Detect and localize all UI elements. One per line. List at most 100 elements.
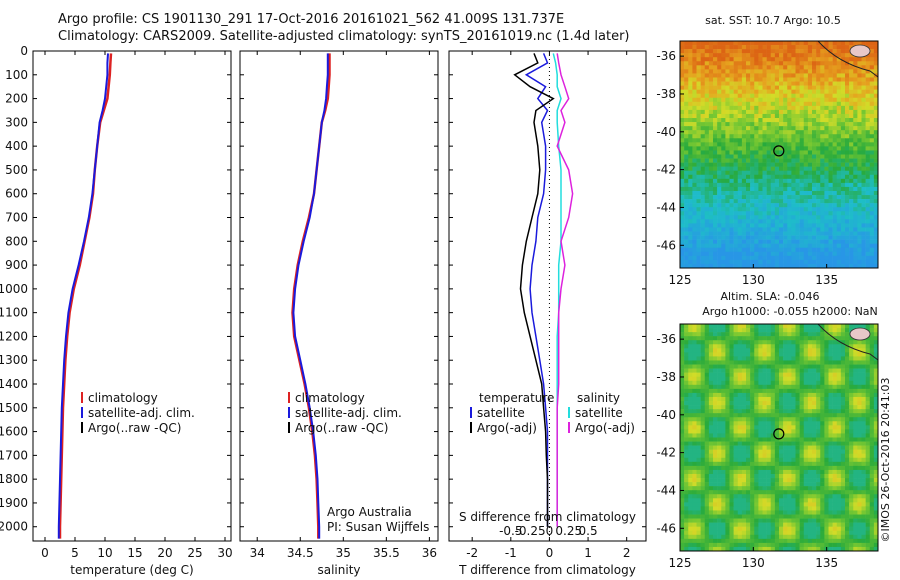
- map-cell: [692, 93, 697, 99]
- map-cell: [840, 332, 846, 337]
- map-cell: [721, 255, 726, 261]
- map-cell: [816, 384, 821, 390]
- map-cell: [717, 178, 722, 184]
- map-cell: [779, 461, 784, 467]
- map-cell: [688, 113, 693, 119]
- map-cell: [812, 97, 817, 103]
- map-cell: [721, 247, 726, 253]
- map-cell: [873, 376, 878, 382]
- x-tick-label: 36: [422, 546, 437, 560]
- map-cell: [741, 174, 747, 180]
- map-cell: [803, 437, 809, 442]
- map-cell: [799, 199, 805, 204]
- map-cell: [807, 247, 813, 253]
- map-cell: [774, 142, 780, 147]
- map-cell: [857, 190, 862, 196]
- map-cell: [783, 122, 788, 127]
- map-cell: [845, 336, 850, 341]
- map-cell: [857, 380, 862, 386]
- map-cell: [869, 478, 875, 483]
- map-cell: [750, 219, 755, 224]
- map-cell: [869, 429, 875, 434]
- map-cell: [766, 69, 772, 74]
- map-cell: [713, 372, 718, 377]
- map-cell: [708, 457, 714, 463]
- map-cell: [783, 490, 788, 495]
- lon-tick-label: 130: [742, 273, 765, 287]
- map-cell: [865, 130, 871, 135]
- map-cell: [791, 134, 796, 139]
- map-cell: [746, 142, 751, 147]
- map-cell: [758, 69, 763, 74]
- map-cell: [803, 118, 809, 123]
- map-cell: [832, 360, 838, 365]
- map-cell: [853, 142, 858, 147]
- map-cell: [684, 182, 689, 188]
- map-cell: [692, 259, 697, 265]
- map-cell: [845, 219, 850, 224]
- map-cell: [832, 392, 838, 398]
- map-cell: [824, 227, 829, 232]
- map-cell: [783, 384, 788, 390]
- map-cell: [717, 174, 722, 180]
- map-cell: [853, 105, 858, 111]
- map-cell: [737, 364, 743, 369]
- map-cell: [680, 130, 685, 135]
- map-cell: [721, 490, 726, 495]
- map-cell: [692, 178, 697, 184]
- map-cell: [696, 235, 701, 240]
- depth-tick-label: 900: [5, 258, 28, 272]
- map-cell: [692, 490, 697, 495]
- map-cell: [861, 85, 866, 90]
- map-cell: [737, 235, 743, 240]
- map-cell: [750, 247, 755, 253]
- map-cell: [779, 473, 784, 479]
- map-cell: [803, 255, 809, 261]
- map-cell: [857, 41, 862, 46]
- map-cell: [762, 449, 767, 455]
- map-cell: [783, 368, 788, 373]
- map-cell: [849, 413, 854, 418]
- map-cell: [721, 109, 726, 115]
- map-cell: [713, 57, 718, 62]
- map-cell: [840, 182, 846, 188]
- map-cell: [737, 445, 743, 450]
- map-cell: [750, 478, 755, 483]
- map-cell: [684, 324, 689, 329]
- map-cell: [766, 203, 772, 208]
- map-cell: [861, 482, 866, 487]
- map-cell: [849, 396, 854, 402]
- map-cell: [750, 328, 755, 333]
- map-cell: [783, 69, 788, 74]
- map-cell: [684, 190, 689, 196]
- map-cell: [725, 170, 730, 176]
- map-cell: [737, 388, 743, 394]
- map-cell: [824, 247, 829, 253]
- map-cell: [865, 482, 871, 487]
- map-cell: [783, 417, 788, 422]
- map-cell: [795, 372, 800, 377]
- map-cell: [721, 162, 726, 167]
- map-cell: [725, 332, 730, 337]
- map-cell: [795, 259, 800, 265]
- map-cell: [770, 396, 776, 402]
- map-cell: [758, 368, 763, 373]
- map-cell: [861, 263, 866, 268]
- map-cell: [700, 93, 706, 99]
- map-cell: [840, 376, 846, 382]
- map-cell: [812, 138, 817, 143]
- map-cell: [849, 368, 854, 373]
- map-cell: [832, 126, 838, 131]
- map-cell: [807, 170, 813, 176]
- map-cell: [873, 445, 878, 450]
- map-cell: [840, 235, 846, 240]
- map-cell: [832, 482, 838, 487]
- map-cell: [803, 45, 809, 50]
- map-cell: [820, 57, 825, 62]
- map-cell: [832, 49, 838, 54]
- map-cell: [824, 461, 829, 467]
- map-cell: [861, 429, 866, 434]
- map-cell: [873, 154, 878, 159]
- map-cell: [816, 49, 821, 54]
- map-cell: [713, 195, 718, 200]
